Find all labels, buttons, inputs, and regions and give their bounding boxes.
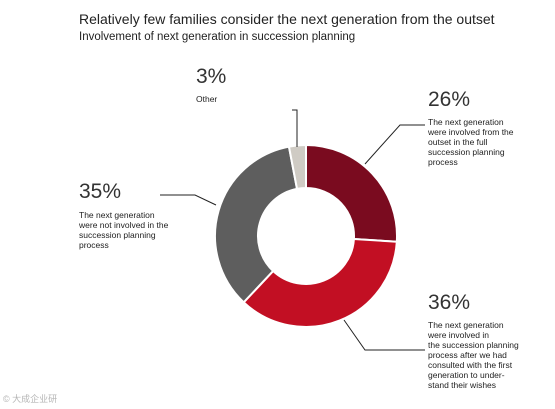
slice-label-description-4: Other xyxy=(196,94,218,104)
slice-label-description-1: The next generation were involved from t… xyxy=(428,117,514,167)
slice-label-description-2: The next generation were involved in the… xyxy=(428,320,519,390)
slice-label-value-2: 36% xyxy=(428,291,471,314)
donut-slice-3 xyxy=(214,145,299,304)
leader-line-1 xyxy=(364,124,425,165)
leader-line-2 xyxy=(343,319,425,351)
donut-slice-1 xyxy=(305,143,398,243)
slice-label-description-3: The next generation were not involved in… xyxy=(79,210,169,250)
slice-label-value-1: 26% xyxy=(428,88,471,111)
chart-title: Relatively few families consider the nex… xyxy=(79,11,495,27)
watermark: © 大成企业研 xyxy=(3,394,58,404)
chart-subtitle: Involvement of next generation in succes… xyxy=(79,31,356,43)
donut-slice-4 xyxy=(287,143,307,191)
leader-line-3 xyxy=(160,194,217,206)
slice-label-value-3: 35% xyxy=(79,180,122,203)
slice-label-value-4: 3% xyxy=(196,65,227,88)
leader-line-4 xyxy=(292,109,298,147)
donut-slice-2 xyxy=(242,237,398,328)
